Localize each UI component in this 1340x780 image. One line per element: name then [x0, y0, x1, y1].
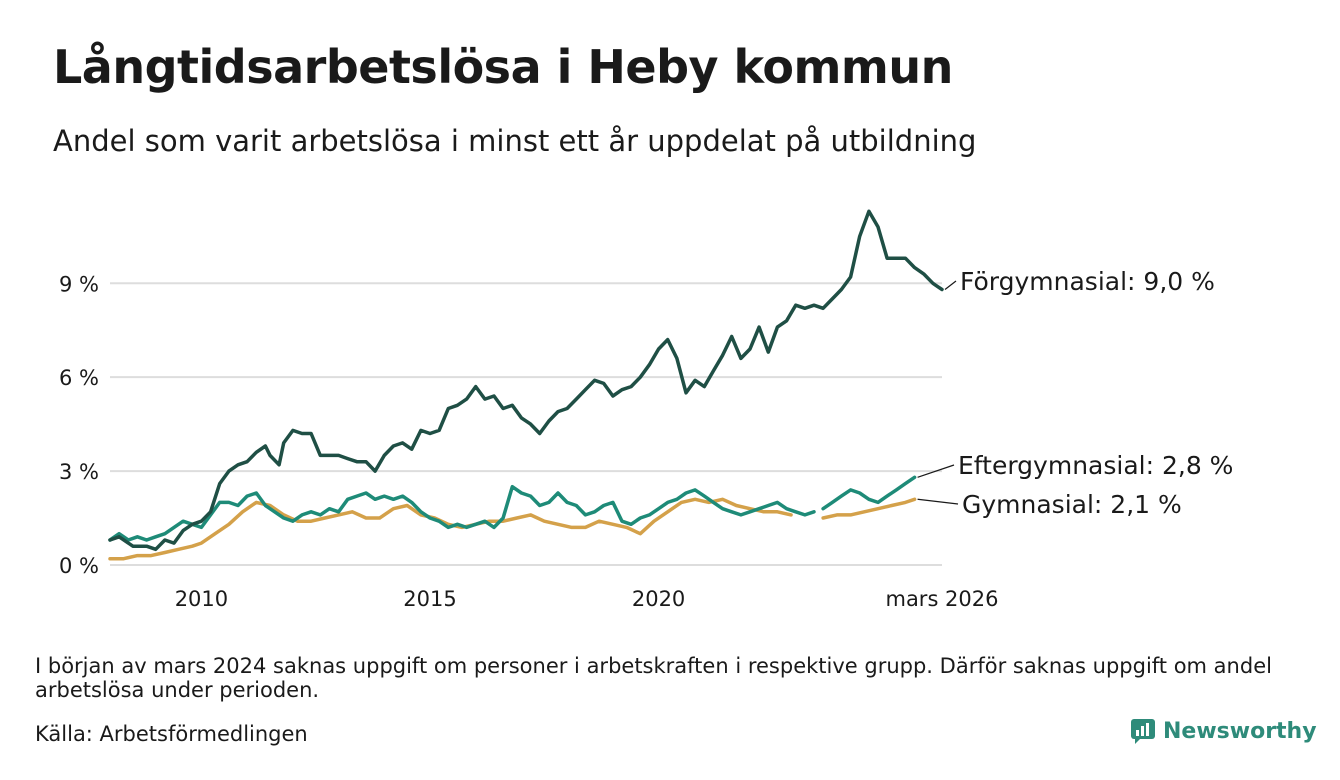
x-tick-label: mars 2026 [885, 587, 998, 611]
grid [110, 282, 942, 566]
series-line-gymnasial [108, 497, 793, 561]
chart-title: Långtidsarbetslösa i Heby kommun [53, 40, 953, 94]
series-labels: Förgymnasial: 9,0 % Eftergymnasial: 2,8 %… [917, 267, 1233, 519]
series-line-gymnasial [821, 497, 917, 520]
x-tick-label: 2020 [632, 587, 685, 611]
y-tick-label: 9 % [59, 272, 99, 296]
source-credit: Källa: Arbetsförmedlingen [35, 722, 308, 746]
series-line-eftergymnasial [821, 475, 917, 511]
x-tick-label: 2010 [175, 587, 228, 611]
label-leader-gymnasial [917, 498, 959, 505]
x-tick-label: 2015 [403, 587, 456, 611]
y-tick-label: 6 % [59, 366, 99, 390]
y-tick-label: 3 % [59, 460, 99, 484]
footnote: I början av mars 2024 saknas uppgift om … [35, 654, 1272, 702]
series-end-label-forgymnasial: Förgymnasial: 9,0 % [960, 267, 1215, 296]
label-leader-forgymnasial [944, 280, 957, 290]
series-lines [108, 209, 944, 561]
newsworthy-icon [1131, 719, 1155, 744]
y-tick-label: 0 % [59, 554, 99, 578]
series-line-eftergymnasial [108, 484, 816, 542]
chart-subtitle: Andel som varit arbetslösa i minst ett å… [53, 124, 977, 158]
series-end-label-eftergymnasial: Eftergymnasial: 2,8 % [958, 451, 1233, 480]
brand-name: Newsworthy [1163, 718, 1317, 744]
series-line-forgymnasial [108, 209, 944, 552]
label-leader-eftergymnasial [917, 464, 955, 478]
brand-logo: Newsworthy [1130, 718, 1317, 744]
series-end-label-gymnasial: Gymnasial: 2,1 % [962, 490, 1182, 519]
axis-ticks: 0 % 3 % 6 % 9 % 2010 2015 2020 mars 2026 [59, 272, 999, 611]
